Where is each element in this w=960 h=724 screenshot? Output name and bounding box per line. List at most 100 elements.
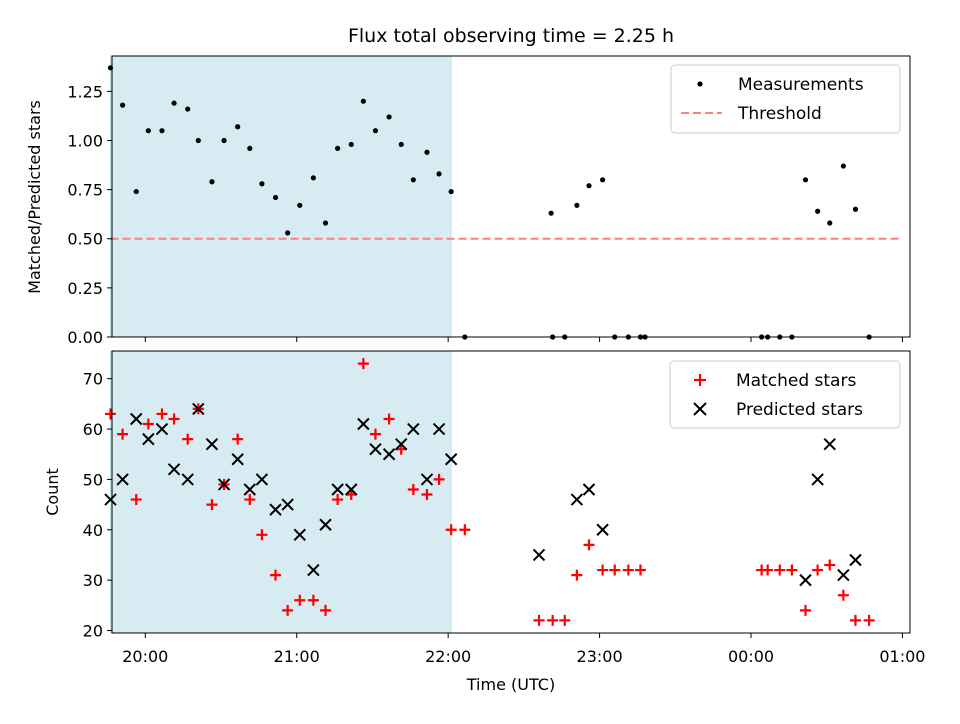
- predicted-star-point: [582, 483, 596, 496]
- measurement-point: [145, 128, 151, 134]
- legend-threshold-label: Threshold: [737, 104, 822, 124]
- ratio-panel: 0.00 0.25 0.50 0.75 1.00 1.25 Matched/Predict…: [25, 55, 911, 347]
- ratio-y-tick-label: 0.00: [67, 328, 103, 347]
- matched-star-point: [559, 614, 571, 626]
- predicted-star-point: [357, 417, 370, 431]
- matched-star-point: [383, 413, 395, 425]
- measurement-point: [185, 106, 191, 112]
- predicted-star-point: [570, 493, 584, 506]
- predicted-star-point: [849, 553, 862, 567]
- matched-star-point: [168, 413, 180, 425]
- measurement-point: [259, 181, 265, 187]
- matched-star-point: [282, 604, 294, 616]
- measurement-point: [171, 100, 177, 106]
- matched-star-point: [117, 428, 129, 440]
- predicted-star-point: [382, 448, 396, 461]
- matched-star-point: [433, 473, 445, 485]
- measurement-point: [310, 175, 316, 181]
- predicted-star-point: [444, 453, 458, 466]
- matched-star-point: [547, 614, 559, 626]
- ratio-legend: Measurements Threshold: [670, 64, 901, 134]
- matched-star-point: [634, 564, 646, 576]
- matched-star-point: [837, 589, 849, 601]
- count-plot-frame: [111, 350, 911, 634]
- matched-star-point: [421, 489, 433, 501]
- matched-star-point: [130, 494, 142, 506]
- matched-star-point: [320, 604, 332, 616]
- measurement-point: [424, 149, 430, 155]
- measurement-point: [574, 202, 580, 208]
- x-tick-label: 22:00: [425, 647, 471, 666]
- matched-star-point: [762, 564, 774, 576]
- predicted-star-point: [116, 473, 129, 486]
- ratio-y-tick-label: 1.25: [67, 82, 103, 101]
- matched-star-point: [824, 559, 836, 571]
- legend-predicted-marker: [693, 402, 707, 416]
- predicted-star-point: [167, 463, 181, 476]
- matched-star-point: [774, 564, 786, 576]
- measurement-point: [448, 188, 454, 195]
- count-y-axis-label: Count: [43, 468, 62, 516]
- measurement-point: [410, 177, 416, 183]
- matched-star-point: [609, 564, 621, 576]
- predicted-star-point: [345, 483, 358, 496]
- measurement-point: [209, 179, 215, 185]
- measurement-point: [221, 137, 227, 144]
- matched-star-point: [307, 594, 319, 606]
- legend-measurements-label: Measurements: [738, 75, 864, 95]
- ratio-legend-box: [670, 64, 901, 134]
- predicted-star-point: [130, 412, 143, 426]
- ratio-y-tick-label: 0.50: [67, 230, 103, 249]
- x-tick-label: 20:00: [122, 647, 168, 666]
- count-legend-box: [669, 360, 901, 429]
- predicted-star-point: [420, 473, 434, 486]
- measurement-point: [600, 177, 606, 183]
- measurement-point: [398, 141, 404, 148]
- matched-star-point: [104, 408, 116, 420]
- matched-star-point: [800, 604, 812, 616]
- measurement-point: [548, 210, 554, 216]
- x-tick-label: 21:00: [274, 647, 320, 666]
- measurement-point: [297, 202, 303, 208]
- matched-star-point: [445, 524, 457, 536]
- measurement-point: [802, 177, 809, 183]
- predicted-star-point: [331, 483, 344, 496]
- count-panel: 20:00 21:00 22:00 23:00 00:00 01:00 20 30 40 50 6…: [43, 350, 925, 694]
- count-legend: Matched stars Predicted stars: [669, 360, 901, 429]
- ratio-plot-frame: [111, 55, 911, 338]
- matched-star-point: [459, 524, 471, 536]
- predicted-star-point: [243, 483, 257, 496]
- measurement-point: [840, 163, 846, 169]
- predicted-star-point: [395, 437, 408, 451]
- ratio-shaded-region: [109, 55, 452, 338]
- matched-star-point: [156, 408, 168, 420]
- matched-star-point: [270, 569, 282, 581]
- legend-matched-label: Matched stars: [736, 371, 856, 391]
- measurement-point: [827, 220, 833, 226]
- predicted-star-point: [811, 473, 824, 486]
- matched-star-point: [357, 358, 369, 370]
- predicted-star-point: [104, 493, 117, 506]
- predicted-star-point: [799, 573, 812, 587]
- predicted-star-point: [181, 473, 194, 486]
- matched-star-point: [863, 614, 875, 626]
- count-y-tick-label: 70: [83, 370, 103, 389]
- matched-star-point: [369, 428, 381, 440]
- measurement-point: [133, 188, 139, 195]
- legend-measurements-marker: [697, 81, 703, 87]
- chart-title: Flux total observing time = 2.25 h: [348, 25, 674, 47]
- predicted-star-point: [255, 473, 269, 486]
- matched-star-point: [786, 564, 798, 576]
- measurement-point: [247, 145, 253, 151]
- predicted-star-point: [192, 402, 205, 416]
- predicted-star-point: [293, 528, 306, 542]
- measurement-point: [285, 230, 291, 236]
- matched-star-point: [571, 569, 583, 581]
- predicted-star-point: [407, 422, 420, 436]
- matched-star-point: [533, 614, 545, 626]
- matched-star-point: [622, 564, 634, 576]
- predicted-star-point: [142, 432, 155, 446]
- measurement-point: [386, 114, 392, 120]
- measurement-point: [436, 171, 442, 177]
